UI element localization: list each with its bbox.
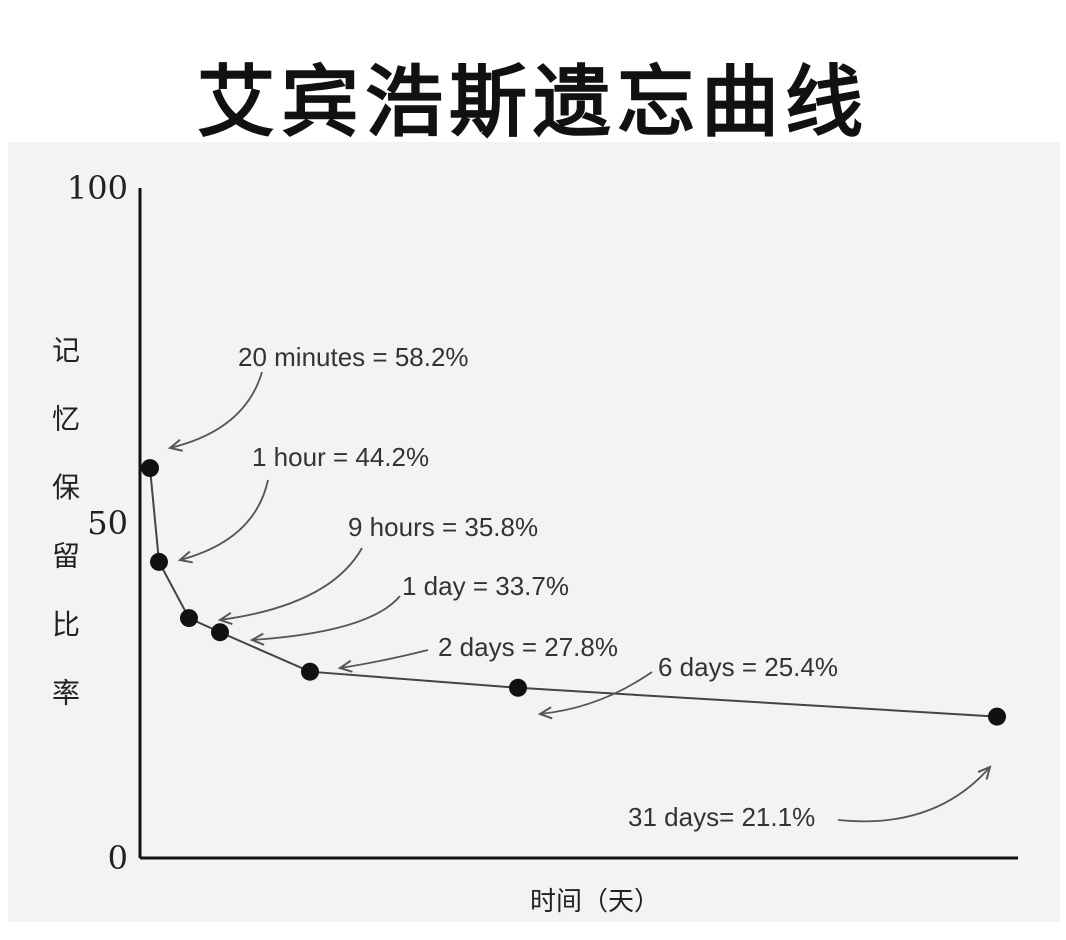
annotation-arrow xyxy=(339,649,429,669)
data-point xyxy=(509,678,527,697)
arrowhead xyxy=(537,706,553,720)
chart-title: 艾宾浩斯遗忘曲线 xyxy=(196,57,869,148)
plot-panel xyxy=(8,142,1060,922)
arrowhead xyxy=(337,659,353,673)
annotation-arrow xyxy=(837,766,991,823)
data-label: 9 hours = 35.8% xyxy=(348,512,538,542)
data-point xyxy=(988,707,1006,726)
data-label: 6 days = 25.4% xyxy=(658,652,838,682)
arrowhead xyxy=(249,632,265,646)
annotation-arrow xyxy=(169,371,263,449)
data-label: 2 days = 27.8% xyxy=(438,632,618,662)
y-tick-label: 50 xyxy=(87,504,128,542)
data-point xyxy=(180,609,198,628)
y-axis-label-char: 忆 xyxy=(52,403,80,436)
data-point xyxy=(141,459,159,478)
data-label: 1 hour = 44.2% xyxy=(252,442,429,472)
data-label: 31 days= 21.1% xyxy=(628,802,815,832)
y-axis-label-char: 记 xyxy=(52,334,80,367)
y-axis-label-char: 率 xyxy=(52,677,80,710)
y-tick-label: 0 xyxy=(108,839,128,877)
data-point xyxy=(211,623,229,642)
arrowhead xyxy=(167,438,183,452)
arrowhead xyxy=(177,550,193,564)
y-axis-label-char: 留 xyxy=(52,540,80,573)
annotation-arrow xyxy=(539,671,653,715)
data-label: 1 day = 33.7% xyxy=(402,571,569,601)
data-point xyxy=(150,552,168,571)
annotation-arrow xyxy=(251,595,401,641)
data-point xyxy=(301,662,319,681)
x-axis-label: 时间（天） xyxy=(530,887,660,917)
y-axis-label-char: 比 xyxy=(52,608,80,641)
annotation-arrow xyxy=(179,479,269,561)
annotation-arrow xyxy=(219,547,363,621)
arrowhead xyxy=(217,611,233,625)
series-line xyxy=(149,468,998,718)
arrowhead xyxy=(977,765,992,780)
y-tick-label: 100 xyxy=(67,169,128,207)
y-axis-label-char: 保 xyxy=(52,471,80,504)
data-label: 20 minutes = 58.2% xyxy=(238,342,469,372)
